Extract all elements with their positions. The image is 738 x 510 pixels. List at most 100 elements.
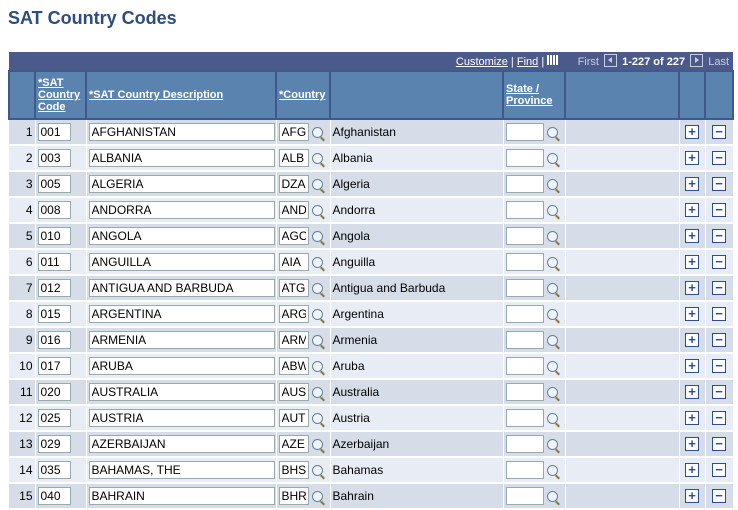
sat-country-description-input[interactable] [88,487,275,505]
add-row-icon[interactable]: + [685,411,699,425]
country-input[interactable] [278,279,309,297]
sat-country-description-input[interactable] [88,357,275,375]
state-lookup-icon[interactable] [546,360,558,372]
sat-country-description-input[interactable] [88,149,275,167]
state-province-input[interactable] [505,201,544,219]
country-lookup-icon[interactable] [311,490,323,502]
sort-state-province[interactable]: State / Province [506,83,553,107]
sat-country-description-input[interactable] [88,279,275,297]
state-lookup-icon[interactable] [546,438,558,450]
country-input[interactable] [278,357,309,375]
country-input[interactable] [278,331,309,349]
add-row-icon[interactable]: + [685,229,699,243]
delete-row-icon[interactable]: − [712,385,726,399]
delete-row-icon[interactable]: − [712,203,726,217]
country-input[interactable] [278,305,309,323]
state-province-input[interactable] [505,331,544,349]
delete-row-icon[interactable]: − [712,151,726,165]
state-province-input[interactable] [505,305,544,323]
sat-country-code-input[interactable] [37,383,71,401]
state-lookup-icon[interactable] [546,204,558,216]
state-lookup-icon[interactable] [546,386,558,398]
state-lookup-icon[interactable] [546,152,558,164]
country-input[interactable] [278,409,309,427]
state-province-input[interactable] [505,487,544,505]
country-input[interactable] [278,123,309,141]
country-input[interactable] [278,383,309,401]
sat-country-code-input[interactable] [37,357,71,375]
previous-icon[interactable] [604,54,618,67]
sat-country-code-input[interactable] [37,461,71,479]
state-lookup-icon[interactable] [546,308,558,320]
find-link[interactable]: Find [516,56,539,68]
sat-country-code-input[interactable] [37,253,71,271]
country-lookup-icon[interactable] [311,334,323,346]
sat-country-code-input[interactable] [37,305,71,323]
add-row-icon[interactable]: + [685,333,699,347]
sat-country-code-input[interactable] [37,175,71,193]
customize-link[interactable]: Customize [455,56,508,68]
sat-country-description-input[interactable] [88,227,275,245]
sat-country-code-input[interactable] [37,435,71,453]
add-row-icon[interactable]: + [685,385,699,399]
delete-row-icon[interactable]: − [712,229,726,243]
delete-row-icon[interactable]: − [712,463,726,477]
sat-country-code-input[interactable] [37,149,71,167]
state-province-input[interactable] [505,123,544,141]
sat-country-code-input[interactable] [37,331,71,349]
add-row-icon[interactable]: + [685,255,699,269]
sort-sat-country-code[interactable]: *SAT Country Code [38,77,81,113]
sat-country-code-input[interactable] [37,227,71,245]
sat-country-code-input[interactable] [37,487,71,505]
sat-country-description-input[interactable] [88,461,275,479]
delete-row-icon[interactable]: − [712,255,726,269]
state-province-input[interactable] [505,383,544,401]
state-province-input[interactable] [505,149,544,167]
state-lookup-icon[interactable] [546,256,558,268]
last-label[interactable]: Last [708,56,729,68]
sat-country-description-input[interactable] [88,253,275,271]
sat-country-description-input[interactable] [88,175,275,193]
state-province-input[interactable] [505,175,544,193]
state-lookup-icon[interactable] [546,334,558,346]
sat-country-code-input[interactable] [37,279,71,297]
sat-country-code-input[interactable] [37,201,71,219]
sat-country-description-input[interactable] [88,409,275,427]
delete-row-icon[interactable]: − [712,359,726,373]
country-input[interactable] [278,227,309,245]
country-lookup-icon[interactable] [311,464,323,476]
state-lookup-icon[interactable] [546,464,558,476]
add-row-icon[interactable]: + [685,437,699,451]
delete-row-icon[interactable]: − [712,411,726,425]
country-lookup-icon[interactable] [311,386,323,398]
country-input[interactable] [278,487,309,505]
add-row-icon[interactable]: + [685,359,699,373]
first-label[interactable]: First [577,56,599,68]
country-lookup-icon[interactable] [311,152,323,164]
sat-country-description-input[interactable] [88,383,275,401]
delete-row-icon[interactable]: − [712,333,726,347]
state-province-input[interactable] [505,279,544,297]
sat-country-code-input[interactable] [37,409,71,427]
state-province-input[interactable] [505,357,544,375]
delete-row-icon[interactable]: − [712,307,726,321]
delete-row-icon[interactable]: − [712,177,726,191]
sat-country-description-input[interactable] [88,123,275,141]
state-province-input[interactable] [505,227,544,245]
add-row-icon[interactable]: + [685,307,699,321]
sort-sat-country-description[interactable]: *SAT Country Description [89,89,224,101]
delete-row-icon[interactable]: − [712,489,726,503]
country-input[interactable] [278,175,309,193]
sat-country-description-input[interactable] [88,305,275,323]
country-lookup-icon[interactable] [311,438,323,450]
add-row-icon[interactable]: + [685,177,699,191]
delete-row-icon[interactable]: − [712,281,726,295]
country-input[interactable] [278,149,309,167]
country-lookup-icon[interactable] [311,204,323,216]
sat-country-description-input[interactable] [88,331,275,349]
country-input[interactable] [278,201,309,219]
add-row-icon[interactable]: + [685,125,699,139]
country-input[interactable] [278,435,309,453]
delete-row-icon[interactable]: − [712,125,726,139]
state-lookup-icon[interactable] [546,230,558,242]
